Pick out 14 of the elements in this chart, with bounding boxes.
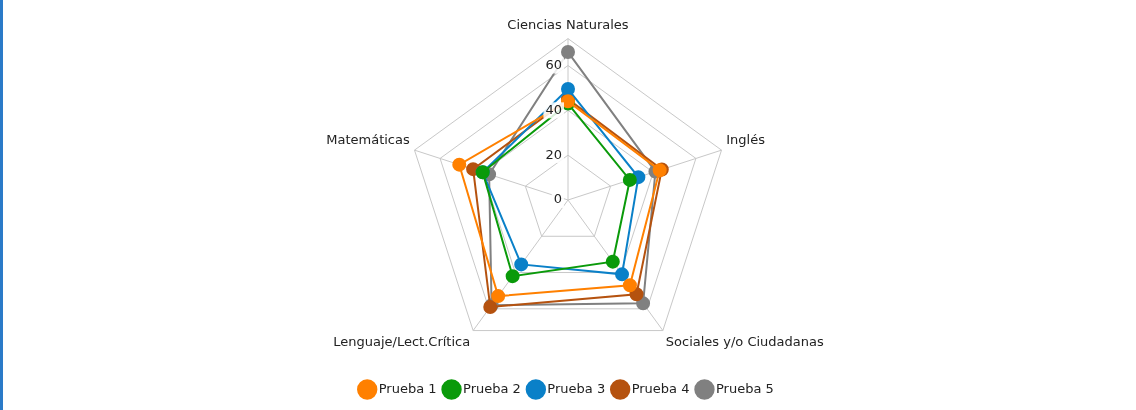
legend-label: Prueba 5 [715, 380, 774, 396]
legend-label: Prueba 1 [378, 380, 437, 396]
spoke-label: Inglés [726, 132, 766, 148]
spoke-label: Sociales y/o Ciudadanas [665, 333, 824, 349]
legend-label: Prueba 2 [463, 380, 521, 396]
legend-label: Prueba 4 [631, 380, 690, 396]
spoke-label: Lenguaje/Lect.Crítica [333, 333, 471, 349]
spoke-label: Ciencias Naturales [507, 17, 629, 33]
y-tick-label: 20 [545, 146, 562, 162]
y-tick-label: 60 [545, 56, 562, 72]
spoke-label: Matemáticas [326, 132, 410, 148]
legend-label: Prueba 3 [547, 380, 606, 396]
y-tick-label: 0 [553, 191, 562, 207]
y-tick-label: 40 [545, 101, 562, 117]
